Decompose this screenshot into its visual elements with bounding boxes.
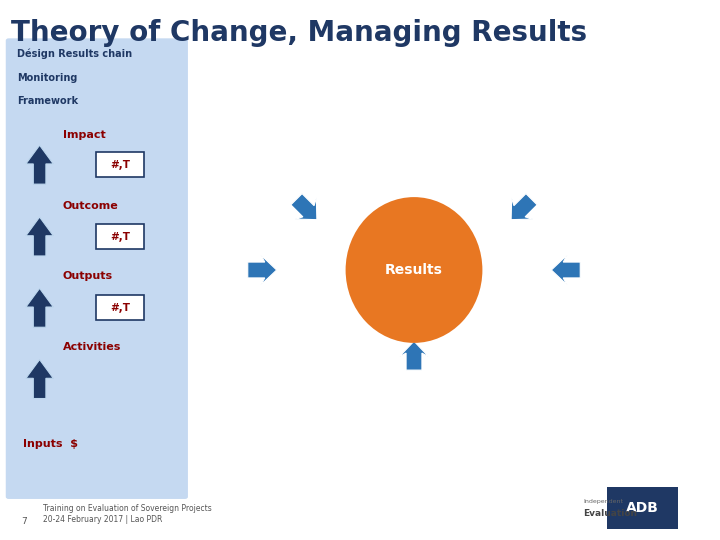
Text: Désign Results chain: Désign Results chain bbox=[17, 49, 132, 59]
Text: Independent: Independent bbox=[583, 498, 624, 504]
Text: Impact: Impact bbox=[63, 130, 105, 140]
Text: #,T: #,T bbox=[110, 232, 130, 241]
Polygon shape bbox=[26, 360, 53, 399]
Ellipse shape bbox=[346, 197, 482, 343]
Text: #,T: #,T bbox=[110, 160, 130, 170]
FancyBboxPatch shape bbox=[96, 152, 144, 177]
Text: Outputs: Outputs bbox=[63, 272, 113, 281]
Polygon shape bbox=[399, 341, 429, 370]
Text: 7: 7 bbox=[22, 517, 27, 526]
Text: Framework: Framework bbox=[17, 96, 78, 106]
Text: Inputs  $: Inputs $ bbox=[23, 439, 78, 449]
FancyBboxPatch shape bbox=[96, 295, 144, 320]
FancyBboxPatch shape bbox=[607, 487, 678, 529]
Polygon shape bbox=[26, 145, 53, 184]
Text: #,T: #,T bbox=[110, 303, 130, 313]
Text: Training on Evaluation of Sovereign Projects
20-24 February 2017 | Lao PDR: Training on Evaluation of Sovereign Proj… bbox=[43, 504, 212, 524]
FancyBboxPatch shape bbox=[96, 224, 144, 249]
Text: Results: Results bbox=[385, 263, 443, 277]
Text: Theory of Change, Managing Results: Theory of Change, Managing Results bbox=[11, 19, 587, 47]
Text: ADB: ADB bbox=[626, 501, 659, 515]
Text: Evaluation: Evaluation bbox=[583, 509, 637, 517]
Polygon shape bbox=[26, 217, 53, 256]
Text: Activities: Activities bbox=[63, 342, 121, 352]
Polygon shape bbox=[26, 288, 53, 327]
Polygon shape bbox=[291, 194, 317, 220]
Polygon shape bbox=[248, 255, 276, 285]
Text: Monitoring: Monitoring bbox=[17, 73, 78, 83]
Text: Outcome: Outcome bbox=[63, 201, 118, 211]
Polygon shape bbox=[511, 194, 537, 220]
FancyBboxPatch shape bbox=[6, 38, 188, 499]
Polygon shape bbox=[552, 255, 580, 285]
